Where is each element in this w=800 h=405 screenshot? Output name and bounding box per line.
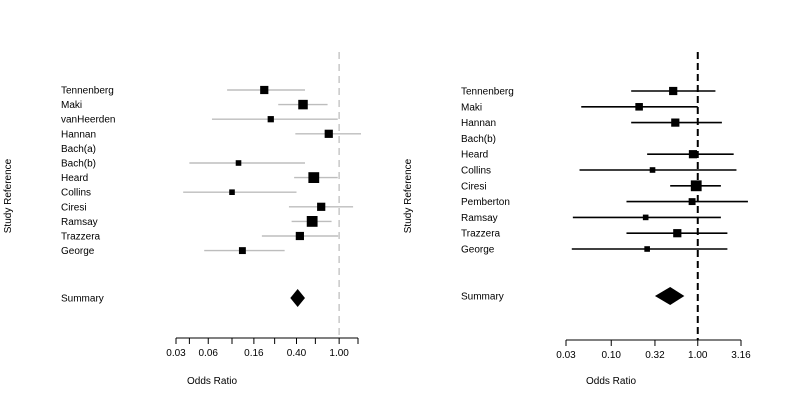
x-tick-label: 0.10: [602, 350, 622, 361]
study-label: Collins: [61, 188, 91, 199]
point-estimate: [324, 129, 333, 138]
study-label: Ramsay: [461, 213, 498, 224]
x-tick-label: 1.00: [688, 350, 708, 361]
point-estimate: [635, 103, 643, 111]
x-axis-label: Odds Ratio: [187, 376, 237, 387]
study-label: Ciresi: [61, 202, 87, 213]
x-tick-label: 0.32: [645, 350, 665, 361]
study-label: George: [61, 246, 95, 257]
point-estimate: [649, 167, 656, 173]
point-estimate: [688, 198, 696, 206]
x-tick-label: 0.03: [556, 350, 576, 361]
study-label: Maki: [61, 100, 82, 111]
point-estimate: [267, 116, 274, 123]
point-estimate: [295, 231, 304, 241]
forest-plot-left: Study Reference Tennenberg Maki vanHeerden H…: [3, 52, 362, 387]
study-label: Pemberton: [461, 197, 510, 208]
study-label: Ramsay: [61, 217, 98, 228]
point-estimate: [642, 214, 649, 221]
study-label: Trazzera: [461, 229, 501, 240]
point-estimate: [644, 246, 650, 252]
summary-label: Summary: [461, 292, 504, 303]
x-tick-label: 0.40: [287, 348, 307, 359]
point-estimate: [229, 189, 235, 195]
study-label: Bach(b): [461, 134, 496, 145]
summary-diamond: [654, 287, 685, 305]
point-estimate: [238, 247, 246, 255]
point-estimate: [308, 172, 320, 183]
point-estimate: [688, 150, 698, 159]
x-tick-label: 3.16: [731, 350, 751, 361]
study-label: vanHeerden: [61, 115, 115, 126]
point-estimate: [690, 180, 702, 192]
study-label: Hannan: [61, 129, 96, 140]
study-label: Bach(a): [61, 144, 96, 155]
summary-label: Summary: [61, 294, 104, 305]
point-estimate: [671, 118, 680, 127]
point-estimate: [235, 160, 242, 166]
point-estimate: [306, 216, 318, 227]
study-label: Ciresi: [461, 181, 487, 192]
x-tick-label: 0.16: [244, 348, 264, 359]
study-label: Tennenberg: [461, 87, 514, 98]
x-tick-label: 1.00: [329, 348, 349, 359]
study-label: Hannan: [461, 118, 496, 129]
forest-plot-right: Study Reference Tennenberg Maki Hannan Bach(…: [403, 52, 751, 387]
study-label: Heard: [61, 173, 88, 184]
point-estimate: [298, 99, 308, 110]
point-estimate: [673, 229, 682, 238]
point-estimate: [317, 202, 326, 211]
study-label: Tennenberg: [61, 86, 114, 97]
y-axis-label: Study Reference: [403, 158, 414, 233]
study-label: Bach(b): [61, 159, 96, 170]
y-axis-label: Study Reference: [3, 158, 14, 233]
study-label: Heard: [461, 150, 488, 161]
summary-diamond: [290, 289, 305, 307]
study-label: Trazzera: [61, 232, 101, 243]
x-tick-label: 0.06: [199, 348, 219, 359]
point-estimate: [669, 86, 678, 96]
study-label: George: [461, 245, 495, 256]
point-estimate: [260, 85, 269, 95]
x-axis-label: Odds Ratio: [586, 376, 636, 387]
x-tick-label: 0.03: [166, 348, 186, 359]
study-label: Collins: [461, 166, 491, 177]
study-label: Maki: [461, 102, 482, 113]
